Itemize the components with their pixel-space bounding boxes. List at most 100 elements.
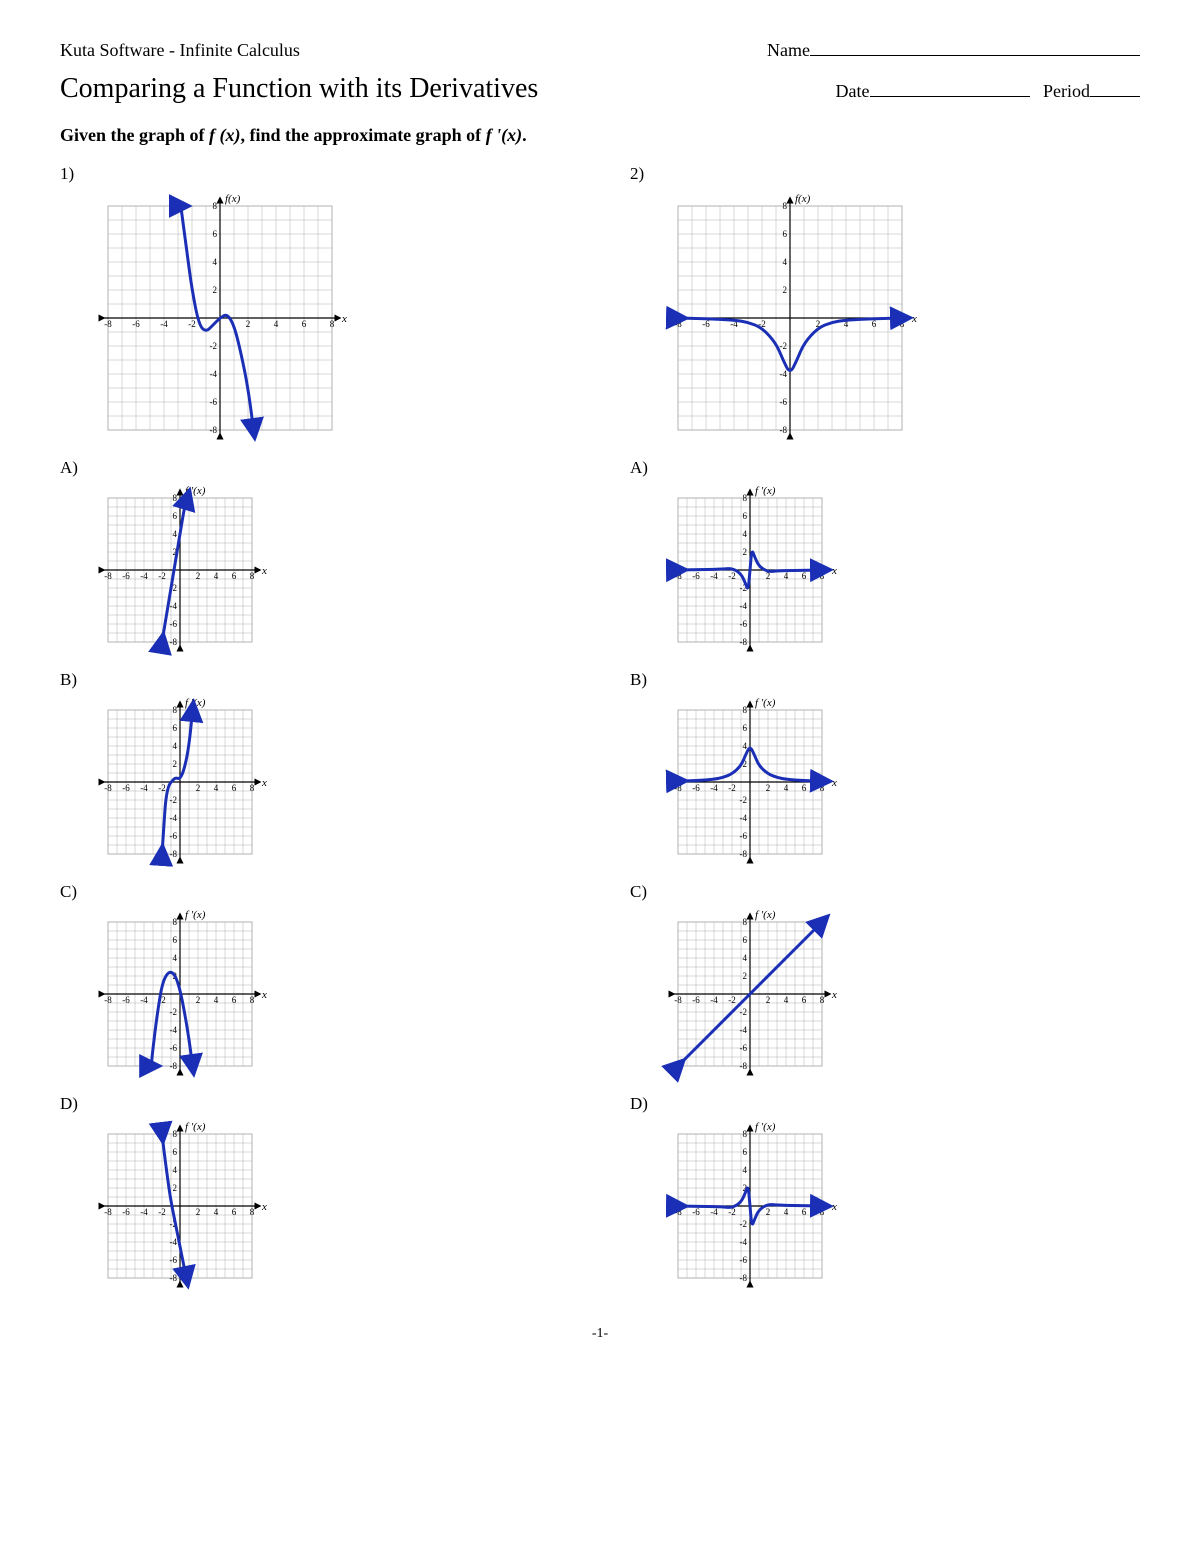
svg-text:-8: -8 — [104, 995, 112, 1005]
svg-text:4: 4 — [784, 995, 789, 1005]
svg-text:-6: -6 — [740, 619, 748, 629]
svg-text:-2: -2 — [740, 795, 748, 805]
svg-text:-2: -2 — [170, 795, 178, 805]
svg-text:-6: -6 — [740, 1255, 748, 1265]
svg-text:-8: -8 — [170, 1061, 178, 1071]
column-1: 1) -8-8-6-6-4-4-2-222446688xf(x)A) -8-8-… — [60, 164, 570, 1296]
svg-text:8: 8 — [173, 705, 178, 715]
svg-text:4: 4 — [743, 529, 748, 539]
svg-text:-4: -4 — [740, 1237, 748, 1247]
svg-text:f '(x): f '(x) — [755, 485, 776, 497]
svg-text:-8: -8 — [674, 319, 682, 329]
choice-graph: -8-8-6-6-4-4-2-222446688xf '(x) — [60, 692, 570, 872]
svg-text:8: 8 — [900, 319, 905, 329]
svg-text:-2: -2 — [170, 1007, 178, 1017]
svg-text:-8: -8 — [740, 1273, 748, 1283]
svg-text:x: x — [831, 989, 837, 1001]
svg-text:-8: -8 — [740, 1061, 748, 1071]
svg-text:4: 4 — [173, 529, 178, 539]
svg-text:-6: -6 — [702, 319, 710, 329]
svg-text:4: 4 — [783, 257, 788, 267]
svg-text:-6: -6 — [780, 397, 788, 407]
svg-text:-4: -4 — [710, 571, 718, 581]
svg-text:-4: -4 — [160, 319, 168, 329]
svg-text:-6: -6 — [170, 831, 178, 841]
choice-graph: -8-8-6-6-4-4-2-222446688xf '(x) — [630, 692, 1140, 872]
svg-text:6: 6 — [173, 935, 178, 945]
choice-label: A) — [630, 458, 1140, 478]
svg-text:x: x — [831, 777, 837, 789]
svg-text:-2: -2 — [740, 1219, 748, 1229]
svg-text:2: 2 — [173, 759, 178, 769]
question-number: 2) — [630, 164, 1140, 184]
svg-text:2: 2 — [213, 285, 218, 295]
svg-text:4: 4 — [213, 257, 218, 267]
main-graph: -8-8-6-6-4-4-2-222446688xf(x) — [60, 188, 570, 448]
svg-text:-4: -4 — [780, 369, 788, 379]
svg-text:8: 8 — [250, 1207, 255, 1217]
svg-text:4: 4 — [214, 1207, 219, 1217]
svg-text:2: 2 — [196, 571, 201, 581]
svg-text:6: 6 — [743, 511, 748, 521]
svg-text:-6: -6 — [170, 1043, 178, 1053]
choice-graph: -8-8-6-6-4-4-2-222446688xf '(x) — [60, 1116, 570, 1296]
svg-text:6: 6 — [802, 1207, 807, 1217]
svg-text:8: 8 — [213, 201, 218, 211]
svg-text:-4: -4 — [140, 571, 148, 581]
choice-label: D) — [630, 1094, 1140, 1114]
svg-text:6: 6 — [173, 723, 178, 733]
svg-text:-4: -4 — [170, 813, 178, 823]
svg-text:-2: -2 — [728, 995, 736, 1005]
svg-text:-8: -8 — [674, 783, 682, 793]
svg-text:x: x — [261, 989, 267, 1001]
svg-text:2: 2 — [173, 1183, 178, 1193]
svg-text:f '(x): f '(x) — [755, 909, 776, 921]
svg-text:8: 8 — [743, 493, 748, 503]
svg-text:-6: -6 — [740, 831, 748, 841]
svg-text:-8: -8 — [210, 425, 218, 435]
svg-text:-8: -8 — [674, 571, 682, 581]
svg-text:-2: -2 — [728, 571, 736, 581]
svg-text:-4: -4 — [710, 783, 718, 793]
svg-text:2: 2 — [743, 547, 748, 557]
svg-text:6: 6 — [802, 783, 807, 793]
svg-text:-2: -2 — [780, 341, 788, 351]
svg-text:-2: -2 — [210, 341, 218, 351]
svg-text:8: 8 — [820, 995, 825, 1005]
svg-text:4: 4 — [743, 953, 748, 963]
svg-text:2: 2 — [196, 995, 201, 1005]
svg-text:2: 2 — [246, 319, 251, 329]
svg-text:8: 8 — [820, 1207, 825, 1217]
svg-text:-4: -4 — [740, 1025, 748, 1035]
svg-text:4: 4 — [784, 1207, 789, 1217]
svg-text:-6: -6 — [122, 995, 130, 1005]
svg-text:8: 8 — [250, 571, 255, 581]
svg-text:-4: -4 — [170, 601, 178, 611]
svg-text:-4: -4 — [710, 1207, 718, 1217]
svg-text:8: 8 — [783, 201, 788, 211]
svg-text:8: 8 — [173, 917, 178, 927]
svg-text:6: 6 — [173, 1147, 178, 1157]
svg-text:4: 4 — [784, 783, 789, 793]
problem-columns: 1) -8-8-6-6-4-4-2-222446688xf(x)A) -8-8-… — [60, 164, 1140, 1296]
page-title: Comparing a Function with its Derivative… — [60, 73, 538, 105]
date-period: Date Period — [836, 81, 1140, 102]
svg-text:-4: -4 — [740, 813, 748, 823]
svg-text:-8: -8 — [170, 849, 178, 859]
choice-label: B) — [60, 670, 570, 690]
svg-text:-6: -6 — [132, 319, 140, 329]
svg-text:2: 2 — [783, 285, 788, 295]
choice-label: C) — [60, 882, 570, 902]
svg-text:f '(x): f '(x) — [185, 485, 206, 497]
svg-text:-4: -4 — [140, 995, 148, 1005]
svg-text:8: 8 — [820, 783, 825, 793]
svg-text:-2: -2 — [740, 1007, 748, 1017]
choice-graph: -8-8-6-6-4-4-2-222446688xf '(x) — [630, 904, 1140, 1084]
svg-text:-6: -6 — [170, 619, 178, 629]
svg-text:6: 6 — [302, 319, 307, 329]
svg-text:x: x — [261, 1201, 267, 1213]
svg-text:6: 6 — [743, 935, 748, 945]
choice-graph: -8-8-6-6-4-4-2-222446688xf '(x) — [630, 480, 1140, 660]
svg-text:f '(x): f '(x) — [185, 1121, 206, 1133]
svg-text:-8: -8 — [104, 783, 112, 793]
